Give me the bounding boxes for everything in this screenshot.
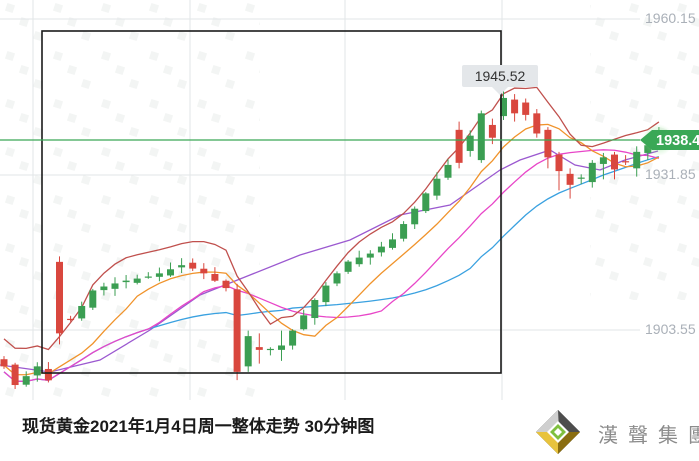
svg-text:1938.43: 1938.43 (656, 133, 699, 149)
svg-text:1903.55: 1903.55 (645, 321, 696, 337)
svg-text:漢聲集團: 漢聲集團 (598, 424, 699, 447)
svg-text:现货黄金2021年1月4日周一整体走势 30分钟图: 现货黄金2021年1月4日周一整体走势 30分钟图 (22, 416, 374, 436)
svg-text:1931.85: 1931.85 (645, 166, 696, 182)
svg-text:1960.15: 1960.15 (645, 10, 696, 26)
svg-text:1945.52: 1945.52 (475, 68, 526, 84)
